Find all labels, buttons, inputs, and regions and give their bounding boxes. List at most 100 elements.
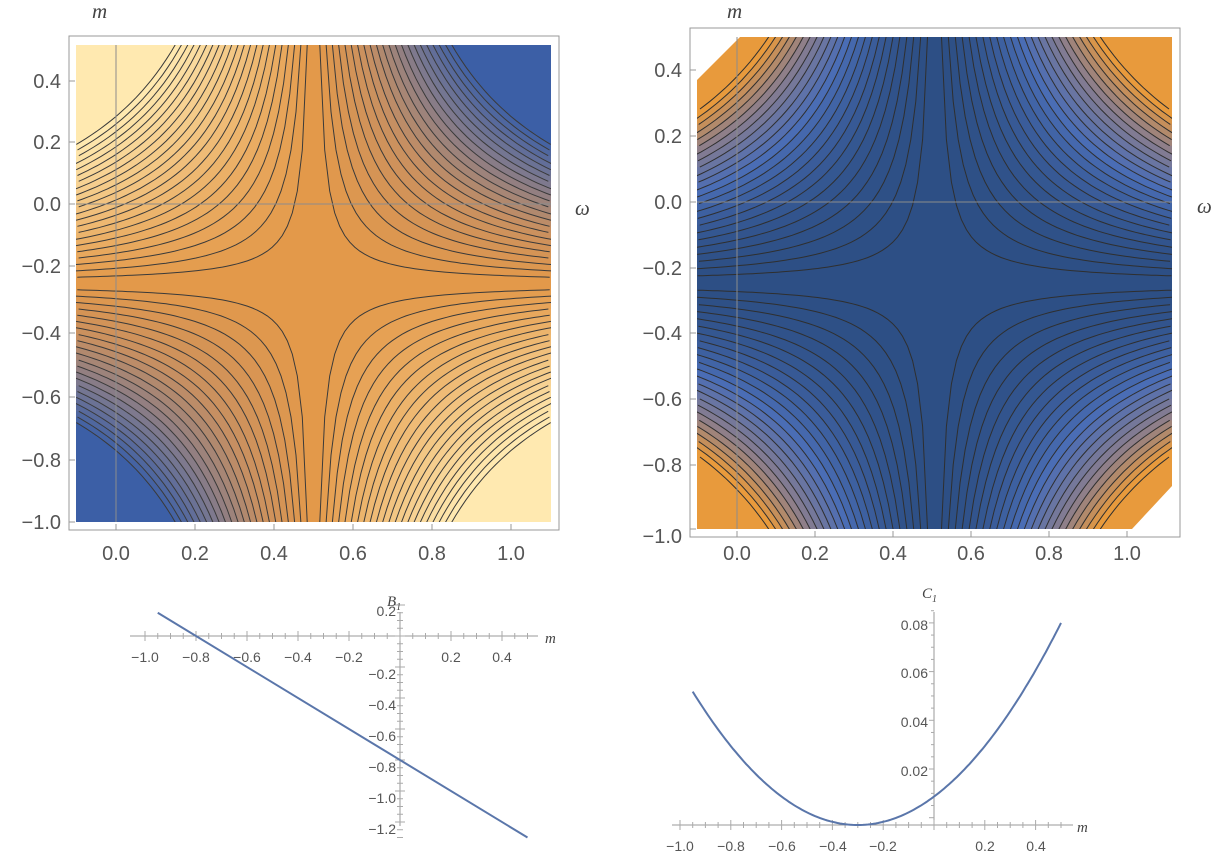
contour-right-ytick: −0.6 (643, 389, 682, 411)
contour-line (369, 45, 550, 227)
contour-line (697, 37, 901, 248)
contour-line (1037, 37, 1172, 177)
contour-line (982, 37, 1172, 234)
contour-right-bands (697, 37, 1172, 529)
contour-line (426, 396, 551, 522)
contour-line (697, 375, 846, 529)
contour-line (338, 308, 549, 522)
contour-line (77, 340, 258, 522)
contour-right-plot: 0.0 0.2 0.4 0.6 0.8 1.0 0.4 0.2 0.0 −0.2… (643, 0, 1212, 565)
contour-right-xticks: 0.0 0.2 0.4 0.6 0.8 1.0 (723, 531, 1141, 565)
contour-line (968, 37, 1172, 248)
contour-left-ytick: −0.2 (22, 256, 61, 278)
contour-line (432, 45, 551, 165)
contour-line (76, 346, 252, 522)
contour-line (1092, 447, 1172, 529)
contour-line (1065, 419, 1170, 529)
contour-right-xtick: 0.0 (723, 543, 751, 565)
contour-line (1085, 37, 1171, 125)
contour-line (78, 359, 239, 522)
contour-line (77, 45, 182, 151)
c1-series-curve (691, 622, 1062, 826)
contour-line (77, 416, 182, 522)
b1-ytick: −1.0 (368, 790, 396, 806)
contour-line (76, 45, 277, 247)
contour-line (1003, 354, 1172, 529)
contour-line (78, 334, 264, 522)
contour-line (357, 327, 551, 522)
contour-line (1099, 456, 1170, 529)
contour-right-ytick: −0.8 (643, 455, 682, 477)
contour-line (78, 45, 189, 157)
contour-line (419, 391, 550, 522)
b1-minor-ticks (144, 604, 528, 838)
contour-line (697, 389, 832, 529)
c1-xtick: −0.6 (768, 838, 796, 854)
contour-line (331, 45, 551, 266)
b1-ytick: −0.6 (368, 728, 396, 744)
contour-line (432, 402, 551, 522)
contour-line (331, 301, 551, 522)
contour-line (954, 37, 1171, 262)
contour-line (697, 37, 922, 270)
contour-line (438, 410, 549, 522)
contour-left-xtick: 0.2 (181, 543, 209, 565)
contour-line (325, 45, 551, 272)
contour-line (388, 45, 549, 208)
contour-line (697, 404, 818, 529)
contour-left-xlabel: ω (575, 196, 590, 220)
contour-left-frame (68, 35, 560, 531)
contour-line (369, 340, 550, 522)
b1-xtick: −0.2 (335, 649, 363, 665)
c1-ytick: 0.02 (901, 763, 928, 779)
contour-line (357, 45, 551, 240)
c1-xtick: 0.4 (1026, 838, 1046, 854)
contour-right-corner-bottom-right (1132, 486, 1172, 529)
contour-line (350, 320, 551, 522)
contour-line (698, 304, 915, 529)
contour-line (76, 352, 245, 522)
b1-ytick: −0.2 (368, 666, 396, 682)
contour-line (413, 45, 549, 182)
contour-line (1010, 361, 1171, 529)
contour-line (697, 37, 929, 277)
contour-line (363, 334, 549, 522)
contour-band (451, 422, 551, 522)
contour-line (1030, 37, 1171, 183)
contour-line (698, 37, 839, 183)
contour-line (697, 311, 908, 529)
contour-line (76, 371, 226, 522)
contour-left-xtick: 1.0 (497, 543, 525, 565)
contour-line (699, 37, 770, 110)
contour-line (1044, 37, 1170, 168)
contour-right-xtick: 0.2 (801, 543, 829, 565)
contour-right-xlabel: ω (1197, 194, 1212, 218)
contour-left-xtick: 0.4 (260, 543, 288, 565)
c1-xlabel: m (1077, 820, 1088, 836)
contour-line (76, 301, 296, 522)
contour-line (975, 325, 1171, 529)
contour-line (947, 296, 1172, 529)
contour-line (77, 45, 208, 176)
b1-plot: −1.0 −0.8 −0.6 −0.4 −0.2 0.2 0.4 0.2 −0.… (130, 594, 556, 839)
contour-left-ytick: 0.2 (33, 132, 61, 154)
c1-ytick: 0.06 (901, 665, 928, 681)
contour-line (338, 45, 549, 259)
contour-line (697, 37, 790, 134)
contour-line (698, 37, 859, 205)
contour-left-xticks: 0.0 0.2 0.4 0.6 0.8 1.0 (102, 524, 525, 565)
contour-line (451, 45, 551, 145)
c1-xtick: −0.4 (819, 838, 847, 854)
c1-ytick: 0.08 (901, 617, 928, 633)
contour-line (954, 304, 1171, 529)
contour-line (76, 320, 277, 522)
contour-line (940, 37, 1172, 277)
contour-right-ytick: −1.0 (643, 526, 682, 548)
contour-line (996, 347, 1172, 529)
contour-line (344, 45, 550, 253)
contour-line (699, 419, 804, 529)
c1-minor-ticks (679, 610, 1062, 830)
contour-line (697, 37, 908, 255)
contour-line (1065, 37, 1170, 147)
